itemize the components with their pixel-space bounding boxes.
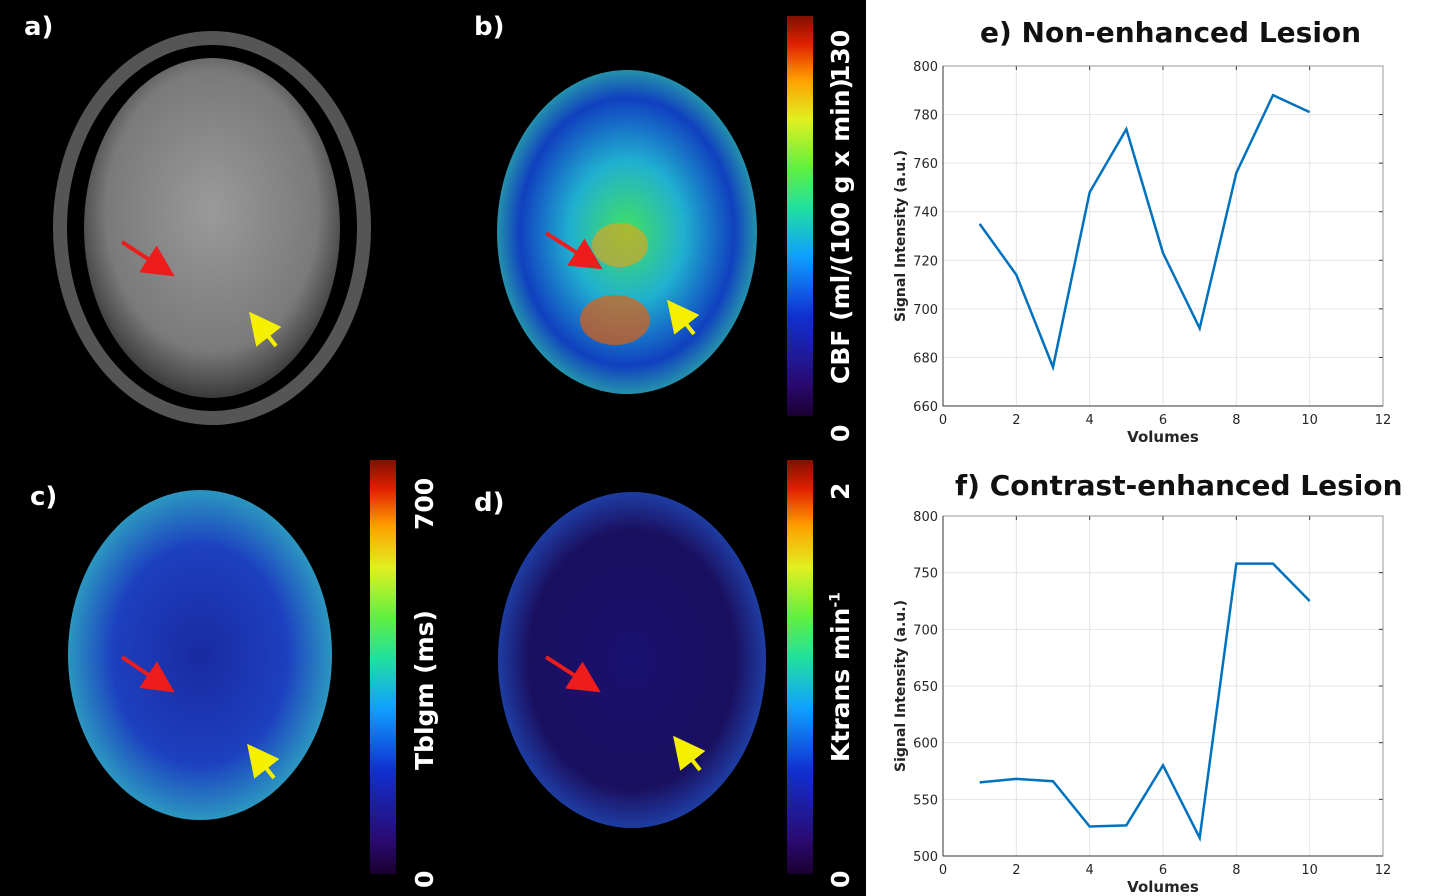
x-tick-label: 8	[1232, 863, 1240, 878]
cbf-hotspot	[580, 295, 650, 345]
plot-frame	[942, 515, 1384, 857]
tblgm-colorbar-min: 0	[410, 870, 439, 888]
ktrans-label-sup: -1	[827, 592, 844, 608]
yellow-arrow	[247, 743, 280, 780]
red-arrow	[120, 240, 175, 277]
y-tick-label: 800	[913, 60, 938, 75]
cbf-colorbar-label: CBF (ml/(100 g x min)	[826, 78, 855, 384]
series-line	[978, 93, 1311, 372]
brain-tblgm-map	[68, 490, 332, 820]
x-tick-label: 10	[1301, 863, 1318, 878]
brain-image-panels: a) b) c) d) CBF (ml/(100 g x min) 130 0 …	[0, 0, 866, 896]
brain-images	[53, 31, 766, 828]
cbf-colorbar	[787, 16, 813, 416]
chart-e-title: e) Non-enhanced Lesion	[980, 16, 1362, 49]
chart-f-title: f) Contrast-enhanced Lesion	[955, 469, 1403, 502]
yellow-arrow	[673, 735, 706, 772]
x-tick-label: 8	[1232, 413, 1240, 428]
yellow-arrow	[249, 311, 282, 348]
x-tick-label: 2	[1012, 863, 1020, 878]
x-tick-label: 2	[1012, 413, 1020, 428]
red-arrow	[120, 655, 175, 693]
y-axis-label: Signal Intensity (a.u.)	[893, 600, 909, 772]
x-tick-label: 12	[1375, 413, 1392, 428]
ktrans-colorbar	[787, 460, 813, 874]
y-tick-label: 800	[913, 510, 938, 525]
ktrans-colorbar-label: Ktrans min-1	[826, 592, 855, 762]
y-tick-label: 750	[913, 567, 938, 582]
series-line	[979, 562, 1311, 843]
red-arrow	[544, 231, 603, 270]
x-tick-label: 4	[1086, 413, 1094, 428]
x-tick-label: 10	[1301, 413, 1318, 428]
y-tick-label: 760	[913, 157, 938, 172]
x-tick-label: 12	[1375, 863, 1392, 878]
skull-outline	[53, 31, 371, 425]
y-tick-label: 780	[913, 109, 938, 124]
x-tick-label: 6	[1159, 863, 1167, 878]
brain-ktrans-map	[498, 492, 766, 828]
x-axis-label: Volumes	[1127, 428, 1199, 446]
x-tick-label: 0	[939, 413, 947, 428]
panel-label-b: b)	[474, 12, 505, 42]
y-tick-label: 660	[913, 400, 938, 415]
tblgm-colorbar-label: Tblgm (ms)	[410, 610, 439, 770]
panel-label-c: c)	[30, 482, 58, 512]
ktrans-colorbar-max: 2	[826, 482, 855, 500]
x-tick-label: 6	[1159, 413, 1167, 428]
brain-t1-image	[84, 58, 340, 398]
cbf-colorbar-max: 130	[826, 29, 855, 82]
y-tick-label: 680	[913, 351, 938, 366]
plot-frame	[942, 65, 1384, 407]
y-tick-label: 600	[913, 737, 938, 752]
cbf-colorbar-min: 0	[826, 424, 855, 442]
yellow-arrow	[667, 299, 700, 336]
y-tick-label: 550	[913, 793, 938, 808]
y-tick-label: 700	[913, 623, 938, 638]
panel-label-a: a)	[24, 12, 54, 42]
red-arrow	[544, 655, 601, 693]
ktrans-label-text: Ktrans min	[826, 607, 855, 762]
y-tick-label: 740	[913, 206, 938, 221]
y-tick-label: 650	[913, 680, 938, 695]
x-axis-label: Volumes	[1127, 878, 1199, 896]
tblgm-colorbar	[370, 460, 396, 874]
y-tick-label: 700	[913, 303, 938, 318]
cbf-hotspot	[592, 223, 648, 267]
x-tick-label: 4	[1086, 863, 1094, 878]
y-tick-label: 720	[913, 254, 938, 269]
y-axis-label: Signal Intensity (a.u.)	[893, 150, 909, 322]
x-tick-label: 0	[939, 863, 947, 878]
y-tick-label: 500	[913, 850, 938, 865]
ktrans-colorbar-min: 0	[826, 870, 855, 888]
tblgm-colorbar-max: 700	[410, 477, 439, 530]
panel-label-d: d)	[474, 488, 505, 518]
